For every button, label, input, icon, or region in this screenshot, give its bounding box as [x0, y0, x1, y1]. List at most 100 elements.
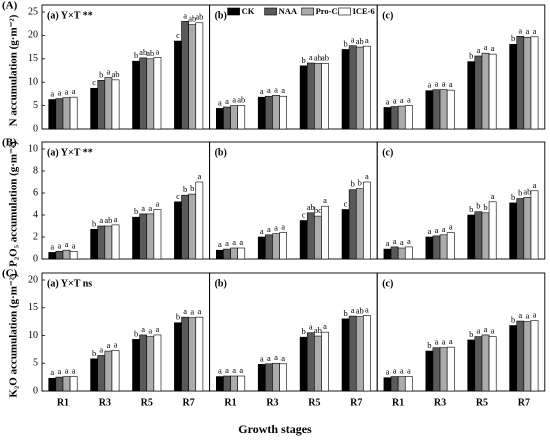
bar	[516, 36, 525, 130]
significance-letter: a	[218, 239, 222, 249]
legend-swatch	[338, 7, 351, 16]
significance-letter: a	[148, 326, 152, 336]
panel-title: (c)	[382, 278, 393, 289]
bar	[111, 224, 120, 260]
bar	[181, 194, 189, 260]
bar	[139, 213, 148, 260]
bar	[467, 214, 476, 260]
bar	[432, 235, 441, 260]
significance-letter: b	[469, 329, 473, 339]
bar	[257, 364, 266, 392]
y-tick-label: 5	[33, 100, 38, 111]
significance-letter: ab	[307, 202, 315, 212]
significance-letter: a	[449, 336, 453, 346]
bar	[509, 43, 518, 130]
bar	[397, 247, 406, 260]
bar	[314, 63, 322, 130]
significance-letter: a	[386, 238, 390, 248]
significance-letter: a	[260, 86, 264, 96]
y-tick-label: 0	[33, 123, 38, 134]
bar	[299, 65, 308, 130]
significance-letter: a	[267, 224, 271, 234]
bar	[272, 362, 280, 392]
significance-letter: a	[533, 180, 537, 190]
x-tick-label: R3	[266, 397, 278, 408]
significance-letter: a	[476, 326, 480, 336]
bar	[355, 46, 364, 130]
bar	[104, 225, 113, 260]
bar	[306, 212, 315, 260]
bar	[188, 24, 197, 130]
y-tick-label: 10	[28, 76, 38, 87]
significance-letter: b	[511, 33, 515, 43]
bar	[69, 96, 78, 130]
bar	[174, 40, 182, 130]
bar	[90, 229, 99, 260]
significance-letter: b	[427, 340, 431, 350]
significance-letter: a	[435, 337, 439, 347]
significance-letter: a	[72, 240, 76, 250]
bar	[181, 21, 189, 130]
bar	[230, 247, 238, 260]
bar	[97, 225, 106, 260]
significance-letter: a	[141, 324, 145, 334]
x-tick-label: R7	[183, 397, 195, 408]
bar	[237, 375, 246, 392]
significance-letter: a	[400, 95, 404, 105]
bar	[530, 190, 539, 260]
bar	[279, 95, 287, 130]
bar	[306, 332, 315, 392]
significance-letter: b	[518, 187, 522, 197]
significance-letter: b	[134, 50, 138, 60]
significance-letter: a	[260, 226, 264, 236]
bar	[223, 106, 231, 130]
panel-title: (b)	[215, 10, 227, 21]
legend-label: NAA	[279, 6, 298, 16]
x-tick-label: R1	[224, 397, 236, 408]
bar	[432, 347, 441, 392]
significance-letter: c	[92, 77, 96, 87]
row-label: (C)	[2, 268, 18, 280]
significance-letter: a	[435, 79, 439, 89]
bar	[467, 61, 476, 130]
significance-letter: a	[107, 66, 111, 76]
significance-letter: a	[407, 366, 411, 376]
significance-letter: b	[469, 51, 473, 61]
y-axis-title: K₂O accumulation (g·m⁻²)	[8, 273, 20, 398]
bar	[69, 251, 78, 260]
bar	[397, 105, 406, 130]
significance-letter: a	[393, 236, 397, 246]
bar	[216, 376, 224, 392]
bar	[341, 209, 350, 260]
bar	[363, 315, 371, 392]
bar	[62, 249, 71, 260]
significance-letter: a	[225, 365, 229, 375]
bar	[523, 197, 532, 260]
x-axis-title: Growth stages	[238, 422, 312, 436]
y-tick-label: 15	[28, 302, 38, 313]
significance-letter: b	[511, 314, 515, 324]
bar	[516, 320, 525, 392]
significance-letter: a	[197, 171, 201, 181]
y-tick-label: 10	[28, 330, 38, 341]
bar	[272, 95, 280, 130]
significance-letter: a	[407, 236, 411, 246]
bar	[481, 334, 490, 392]
bar	[188, 193, 197, 260]
significance-letter: a	[351, 305, 355, 315]
x-tick-label: R5	[476, 397, 488, 408]
significance-letter: a	[274, 223, 278, 233]
bar	[237, 105, 246, 130]
bar	[355, 188, 364, 260]
significance-letter: b	[92, 348, 96, 358]
significance-letter: a	[65, 366, 69, 376]
significance-letter: b	[190, 183, 194, 193]
significance-letter: a	[156, 324, 160, 334]
significance-letter: a	[386, 367, 390, 377]
bar	[397, 376, 406, 392]
significance-letter: b	[511, 192, 515, 202]
significance-letter: a	[526, 311, 530, 321]
bar	[104, 77, 113, 130]
bar	[230, 105, 238, 130]
